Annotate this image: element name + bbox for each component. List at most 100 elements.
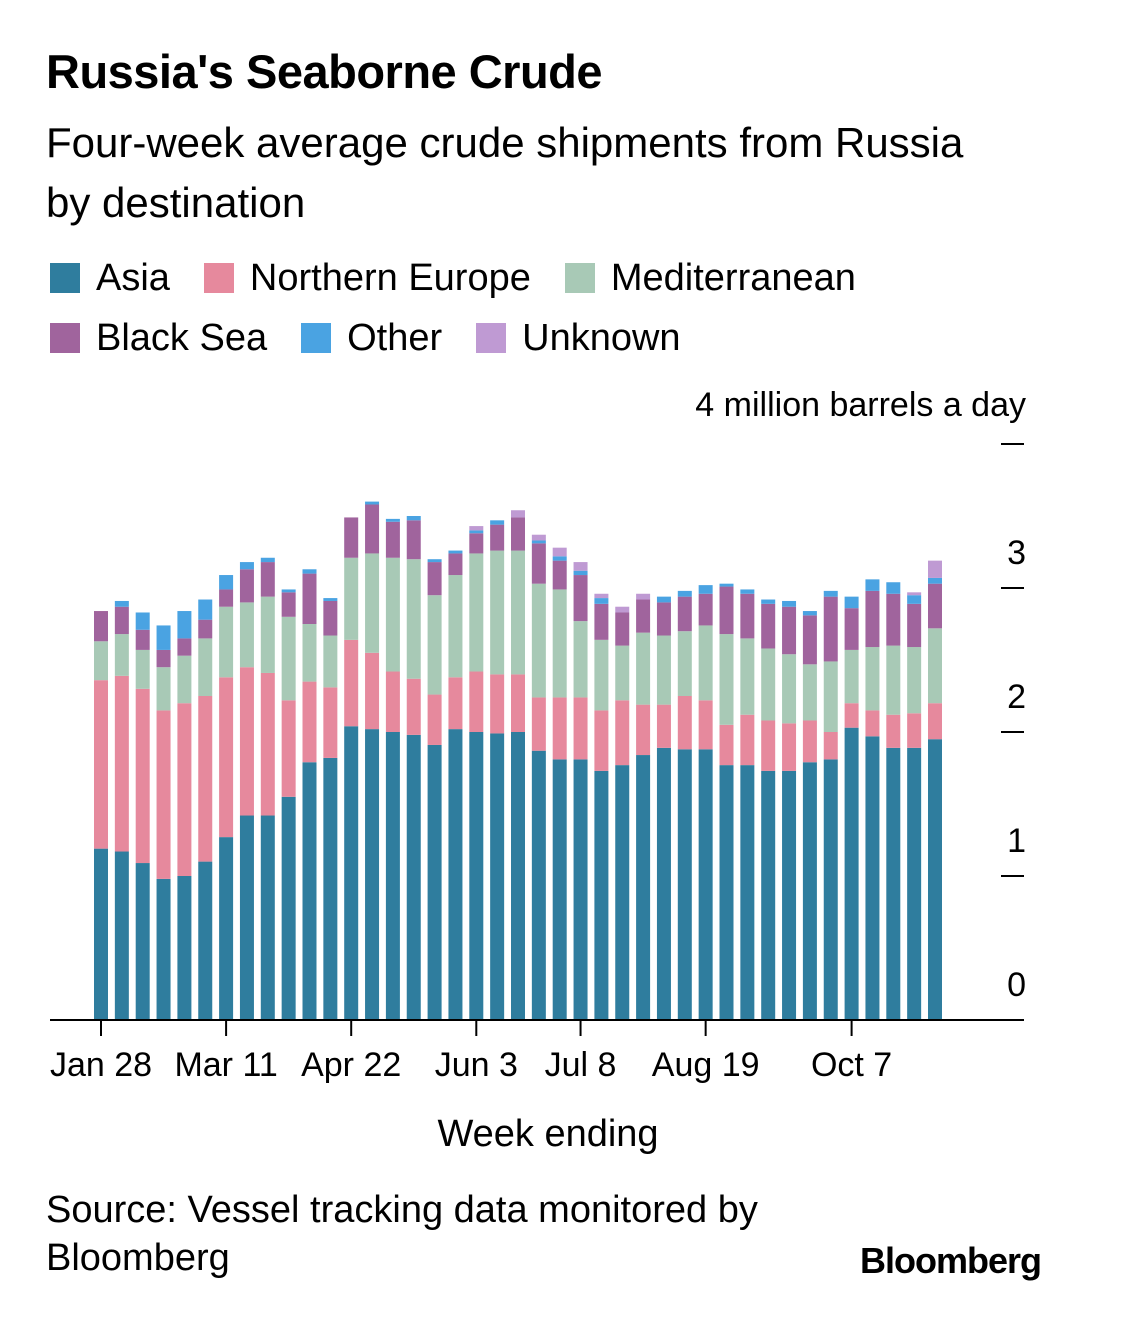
bar-black-sea-27 [656,602,671,636]
bar-northern-europe-10 [302,681,317,763]
bar-mediterranean-34 [802,664,817,721]
bar-unknown-23 [573,562,588,571]
bar-black-sea-12 [344,517,359,558]
bar-layer [94,501,942,1020]
bar-black-sea-18 [469,533,484,554]
bar-other-22 [552,556,567,561]
x-tick-label-0: Jan 28 [50,1046,152,1084]
bar-other-2 [135,612,150,630]
bar-northern-europe-30 [719,724,734,766]
bar-other-39 [907,595,922,604]
bar-northern-europe-23 [573,697,588,760]
bar-black-sea-14 [385,521,400,558]
bar-other-7 [239,562,254,570]
bar-black-sea-19 [490,524,505,551]
bar-asia-38 [886,747,901,1020]
bar-asia-36 [844,727,859,1020]
bar-asia-21 [531,750,546,1020]
bar-other-16 [427,559,442,563]
bar-northern-europe-5 [198,696,213,862]
bar-other-15 [406,516,421,521]
bar-black-sea-9 [281,592,296,617]
bar-mediterranean-2 [135,649,150,689]
bar-mediterranean-12 [344,557,359,640]
bar-mediterranean-33 [782,654,797,724]
bar-black-sea-25 [615,612,630,646]
bar-other-35 [823,590,838,597]
bar-black-sea-15 [406,520,421,560]
legend-swatch-asia [50,263,80,293]
bar-black-sea-5 [198,619,213,639]
bar-northern-europe-36 [844,703,859,728]
bar-asia-32 [761,770,776,1020]
bar-other-29 [698,585,713,594]
bar-other-24 [594,598,609,604]
bar-asia-6 [219,837,234,1020]
bar-asia-23 [573,759,588,1020]
bar-other-40 [928,577,942,584]
bar-other-34 [802,611,817,616]
bar-unknown-25 [615,606,630,613]
x-tick-label-3: Jun 3 [435,1046,518,1084]
x-tick-label-5: Aug 19 [652,1046,760,1084]
bar-other-10 [302,569,317,574]
bar-black-sea-21 [531,543,546,584]
bar-asia-20 [511,732,525,1020]
bar-black-sea-24 [594,603,609,640]
bar-black-sea-10 [302,573,317,624]
bar-mediterranean-17 [448,575,463,678]
bar-mediterranean-26 [636,632,651,705]
bar-mediterranean-18 [469,553,484,672]
bar-mediterranean-0 [94,641,108,681]
bar-northern-europe-16 [427,694,442,745]
bar-other-23 [573,570,588,576]
bar-black-sea-34 [802,615,817,665]
legend-item-unknown: Unknown [476,316,681,360]
bar-other-17 [448,550,463,554]
source-note: Source: Vessel tracking data monitored b… [46,1189,758,1279]
bar-northern-europe-0 [94,680,108,849]
stacked-bar-chart: Jan 28 Mar 11 Apr 22 Jun 3 Jul 8 Aug 19 Oct 7 0… [50,386,1026,1155]
legend: Asia Northern Europe Mediterranean Black… [50,248,1050,368]
bar-mediterranean-30 [719,634,734,725]
bar-asia-35 [823,759,838,1020]
bar-mediterranean-39 [907,647,922,714]
bar-mediterranean-9 [281,616,296,701]
x-tick-label-1: Mar 11 [174,1046,277,1084]
legend-label-unknown: Unknown [522,316,681,359]
bar-unknown-22 [552,547,567,557]
legend-label-black-sea: Black Sea [96,316,268,359]
bar-black-sea-26 [636,599,651,633]
bar-other-36 [844,596,859,609]
bar-black-sea-37 [865,590,880,648]
y-axis-unit-label: 4 million barrels a day [695,386,1026,424]
bar-black-sea-30 [719,586,734,635]
bar-northern-europe-13 [365,652,380,730]
bar-mediterranean-3 [156,667,171,711]
bar-northern-europe-6 [219,677,234,838]
bar-asia-27 [656,747,671,1020]
bar-asia-17 [448,729,463,1020]
bar-black-sea-39 [907,603,922,648]
legend-item-mediterranean: Mediterranean [564,257,856,300]
bar-northern-europe-7 [239,667,254,816]
bar-asia-13 [365,729,380,1020]
bar-black-sea-3 [156,649,171,668]
chart-title: Russia's Seaborne Crude [46,45,603,98]
y-tick-label-3: 3 [1007,534,1026,572]
bar-asia-19 [490,733,505,1020]
chart-subtitle: Four-week average crude shipments from R… [46,119,964,226]
bar-mediterranean-35 [823,661,838,732]
x-tick-label-2: Apr 22 [301,1046,401,1084]
legend-item-asia: Asia [50,257,170,300]
bar-other-32 [761,599,776,604]
legend-swatch-black-sea [50,323,80,353]
bar-mediterranean-21 [531,583,546,698]
bloomberg-logo: Bloomberg [860,1240,1042,1281]
bar-other-11 [323,598,338,601]
bar-mediterranean-22 [552,589,567,698]
bar-black-sea-6 [219,589,234,607]
bar-northern-europe-38 [886,714,901,748]
bar-black-sea-31 [740,593,755,639]
bar-northern-europe-18 [469,671,484,732]
